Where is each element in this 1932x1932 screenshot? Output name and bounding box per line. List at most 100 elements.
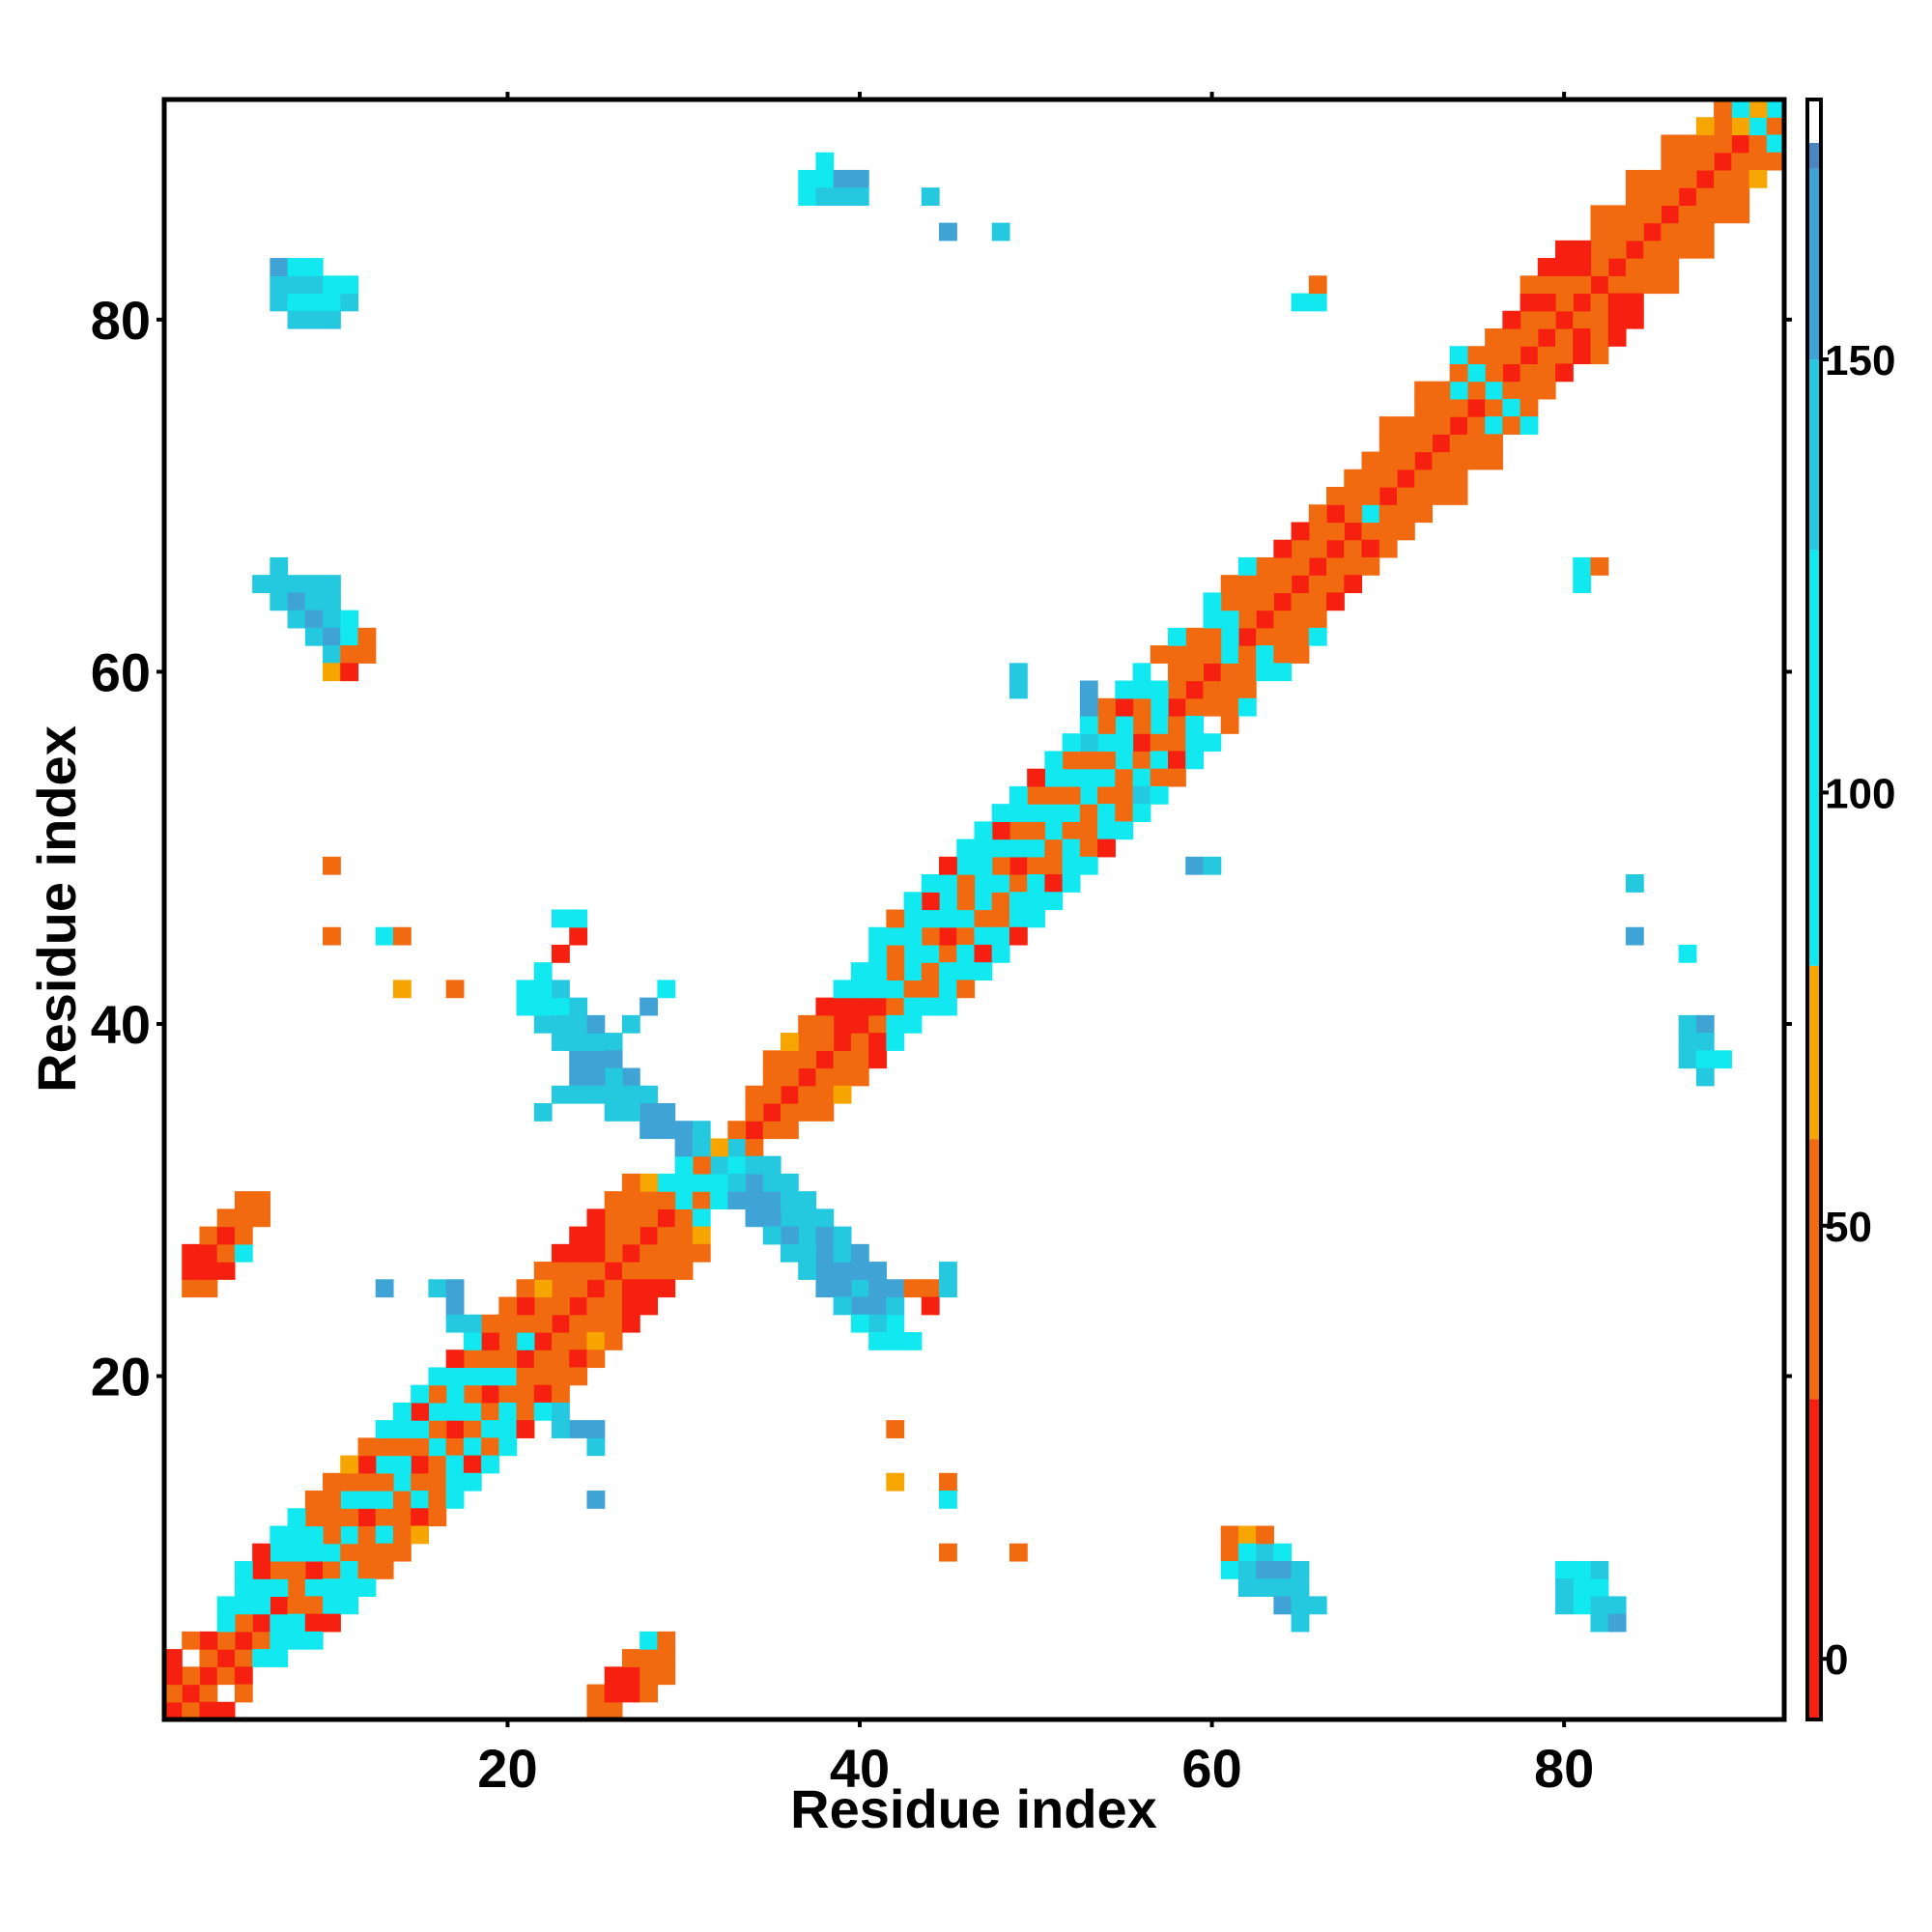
heatmap-cell <box>428 1472 447 1492</box>
x-tick-label: 20 <box>477 1738 537 1799</box>
heatmap-cells <box>164 99 1785 1720</box>
heatmap-cell <box>411 1508 430 1527</box>
heatmap-cell <box>1731 205 1750 224</box>
heatmap-cell <box>1344 575 1363 593</box>
heatmap-cell <box>1256 1560 1274 1579</box>
colorbar-band <box>1807 1139 1821 1400</box>
heatmap-cell <box>533 1103 553 1122</box>
heatmap-cell <box>1132 663 1151 682</box>
heatmap-cell <box>1132 697 1151 717</box>
heatmap-cell <box>234 1684 253 1703</box>
heatmap-cell <box>1220 1543 1239 1562</box>
heatmap-cell <box>692 1138 711 1157</box>
heatmap-cell <box>833 1085 852 1104</box>
heatmap-cell <box>745 1138 764 1157</box>
heatmap-cell <box>552 1085 570 1104</box>
heatmap-cell <box>1291 575 1310 593</box>
heatmap-cell <box>411 1402 430 1421</box>
heatmap-cell <box>886 997 905 1016</box>
heatmap-cell <box>991 821 1010 840</box>
heatmap-cell <box>463 1384 482 1404</box>
heatmap-cell <box>586 1208 606 1228</box>
heatmap-cell <box>1414 451 1434 470</box>
heatmap-cell <box>1573 556 1592 576</box>
heatmap-cell <box>1273 592 1293 611</box>
heatmap-cell <box>815 1279 835 1298</box>
heatmap-cell <box>815 1208 835 1228</box>
heatmap-cell <box>815 1050 835 1069</box>
heatmap-cell <box>1308 556 1327 576</box>
heatmap-cell <box>270 1631 289 1650</box>
heatmap-cell <box>234 1613 253 1633</box>
heatmap-cell <box>392 1455 412 1474</box>
heatmap-cell <box>1237 1578 1257 1597</box>
heatmap-cell <box>252 1649 270 1667</box>
heatmap-cell <box>1714 187 1732 206</box>
heatmap-cell <box>586 1050 606 1069</box>
heatmap-cell <box>287 592 306 611</box>
heatmap-cell <box>1097 715 1116 734</box>
heatmap-cell <box>868 1262 887 1280</box>
heatmap-cell <box>815 997 835 1016</box>
heatmap-cell <box>621 1173 640 1192</box>
heatmap-cell <box>974 821 993 840</box>
heatmap-cell <box>1044 838 1064 858</box>
heatmap-cell <box>516 1279 535 1298</box>
heatmap-cell <box>516 980 535 999</box>
heatmap-cell <box>798 1033 817 1051</box>
heatmap-cell <box>270 1525 289 1545</box>
heatmap-cell <box>1237 556 1257 576</box>
heatmap-cell <box>586 1437 606 1457</box>
heatmap-cell <box>552 1331 570 1350</box>
heatmap-cell <box>1678 187 1697 206</box>
heatmap-cell <box>1273 645 1293 664</box>
heatmap-cell <box>1502 310 1521 329</box>
heatmap-cell <box>1520 398 1539 417</box>
heatmap-cell <box>886 980 905 999</box>
heatmap-cell <box>498 1314 518 1333</box>
heatmap-cell <box>1291 293 1310 312</box>
heatmap-cell <box>745 1173 764 1192</box>
heatmap-cell <box>323 1613 341 1633</box>
heatmap-cell <box>1625 205 1644 224</box>
heatmap-cell <box>586 1314 606 1333</box>
heatmap-cell <box>552 1033 570 1051</box>
heatmap-cell <box>1378 451 1398 470</box>
heatmap-cell <box>1256 663 1274 682</box>
heatmap-cell <box>1396 469 1415 488</box>
heatmap-cell <box>340 610 359 629</box>
heatmap-cell <box>1273 610 1293 629</box>
heatmap-cell <box>1695 169 1715 188</box>
heatmap-cell <box>1185 680 1205 699</box>
heatmap-cell <box>533 1014 553 1034</box>
heatmap-cell <box>1308 275 1327 295</box>
heatmap-cell <box>780 1103 799 1122</box>
heatmap-cell <box>323 926 341 946</box>
heatmap-cell <box>850 1067 869 1087</box>
heatmap-cell <box>798 1067 817 1087</box>
heatmap-cell <box>1132 768 1151 787</box>
heatmap-cell <box>234 1208 253 1228</box>
heatmap-cell <box>833 1033 852 1051</box>
heatmap-cell <box>692 1208 711 1228</box>
heatmap-cell <box>1079 856 1098 875</box>
heatmap-cell <box>868 962 887 981</box>
heatmap-cell <box>216 1631 236 1650</box>
heatmap-cell <box>1714 152 1732 171</box>
heatmap-cell <box>903 892 923 911</box>
heatmap-cell <box>1731 169 1750 188</box>
heatmap-cell <box>533 980 553 999</box>
heatmap-cell <box>1661 240 1680 259</box>
heatmap-cell <box>956 909 976 928</box>
heatmap-cell <box>639 1191 658 1209</box>
heatmap-cell <box>445 1384 465 1404</box>
heatmap-cell <box>621 1243 640 1263</box>
heatmap-cell <box>1220 663 1239 682</box>
heatmap-cell <box>1485 363 1503 383</box>
heatmap-cell <box>1150 751 1169 770</box>
heatmap-cell <box>1237 575 1257 593</box>
heatmap-cell <box>552 1262 570 1280</box>
heatmap-cell <box>216 1701 236 1720</box>
heatmap-cell <box>639 1226 658 1245</box>
heatmap-cell <box>939 1543 957 1562</box>
